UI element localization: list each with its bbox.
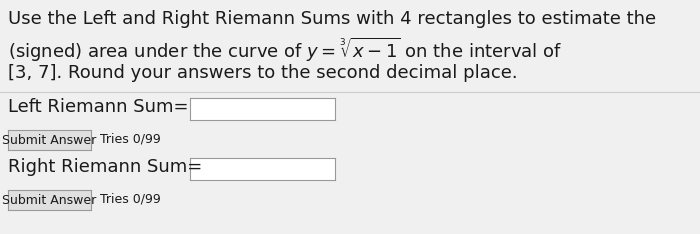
Text: Submit Answer: Submit Answer (2, 134, 97, 146)
Text: Use the Left and Right Riemann Sums with 4 rectangles to estimate the: Use the Left and Right Riemann Sums with… (8, 10, 656, 28)
Text: Tries 0/99: Tries 0/99 (100, 192, 161, 205)
Text: Tries 0/99: Tries 0/99 (100, 132, 161, 145)
Text: (signed) area under the curve of $y = \sqrt[3]{x-1}$ on the interval of: (signed) area under the curve of $y = \s… (8, 36, 562, 64)
Text: [3, 7]. Round your answers to the second decimal place.: [3, 7]. Round your answers to the second… (8, 64, 517, 82)
Text: Submit Answer: Submit Answer (2, 194, 97, 206)
Text: Right Riemann Sum=: Right Riemann Sum= (8, 158, 202, 176)
Text: Left Riemann Sum=: Left Riemann Sum= (8, 98, 188, 116)
